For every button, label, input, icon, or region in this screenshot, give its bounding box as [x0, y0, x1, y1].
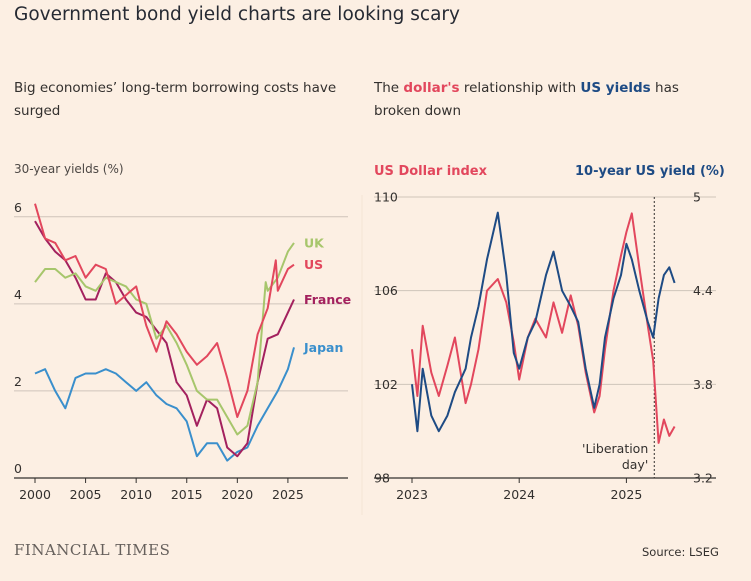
y-tick-label: 0: [14, 461, 22, 476]
liberation-day-annotation: 'Liberation: [582, 441, 648, 456]
series-line-dollar-index: [411, 212, 676, 444]
liberation-day-annotation: day': [622, 457, 648, 472]
y-tick-label: 4: [14, 287, 22, 302]
series-line-japan: [34, 347, 295, 462]
chart-title: Government bond yield charts are looking…: [14, 4, 460, 25]
x-tick-label: 2025: [610, 487, 642, 502]
subtitle-part: has broken down: [374, 80, 679, 119]
left-y-tick-label: 106: [374, 283, 398, 298]
left-axis-label: US Dollar index: [374, 164, 488, 179]
subtitle-part: relationship with: [459, 80, 581, 96]
x-tick-label: 2005: [70, 487, 102, 502]
source-note: Source: LSEG: [642, 545, 719, 559]
x-tick-label: 2020: [221, 487, 253, 502]
right-y-tick-label: 4.4: [693, 283, 713, 298]
series-line-france: [34, 220, 295, 458]
x-tick-label: 2025: [272, 487, 304, 502]
x-tick-label: 2023: [396, 487, 428, 502]
right-y-tick-label: 3.2: [693, 471, 713, 486]
subtitle-highlight-dollar: dollar's: [403, 80, 460, 96]
left-y-tick-label: 98: [374, 471, 390, 486]
series-line-us-10yr-yield: [411, 211, 676, 433]
right-panel-subtitle: The dollar's relationship with US yields…: [374, 77, 724, 123]
x-tick-label: 2024: [503, 487, 535, 502]
legend-label-japan: Japan: [303, 340, 343, 355]
left-y-tick-label: 102: [374, 377, 398, 392]
y-tick-label: 6: [14, 200, 22, 215]
right-y-tick-label: 3.8: [693, 377, 713, 392]
legend-label-uk: UK: [304, 235, 325, 250]
series-line-us: [34, 203, 295, 418]
x-tick-label: 2015: [171, 487, 203, 502]
subtitle-highlight-yields: US yields: [580, 80, 651, 96]
chart-30yr-yields: 0 2 4 6 2000 2005 2010 2015 2020 2025 UK US France Ja…: [14, 200, 351, 502]
right-y-tick-label: 5: [693, 190, 701, 205]
x-tick-label: 2000: [19, 487, 51, 502]
series-line-uk: [34, 242, 295, 436]
subtitle-part: The: [374, 80, 404, 96]
legend-label-france: France: [304, 292, 351, 307]
left-panel-unit-label: 30-year yields (%): [14, 162, 124, 176]
left-panel-subtitle: Big economies’ long-term borrowing costs…: [14, 80, 337, 119]
x-tick-label: 2010: [120, 487, 152, 502]
chart-dollar-vs-yields: 98 102 106 110 3.2 3.8 4.4 5 2023 2024 2025 'Libera…: [374, 190, 716, 502]
legend-label-us: US: [304, 257, 323, 272]
y-tick-label: 2: [14, 374, 22, 389]
left-y-tick-label: 110: [374, 190, 398, 205]
ft-logo: FINANCIAL TIMES: [14, 541, 171, 559]
right-axis-label: 10-year US yield (%): [575, 164, 725, 179]
